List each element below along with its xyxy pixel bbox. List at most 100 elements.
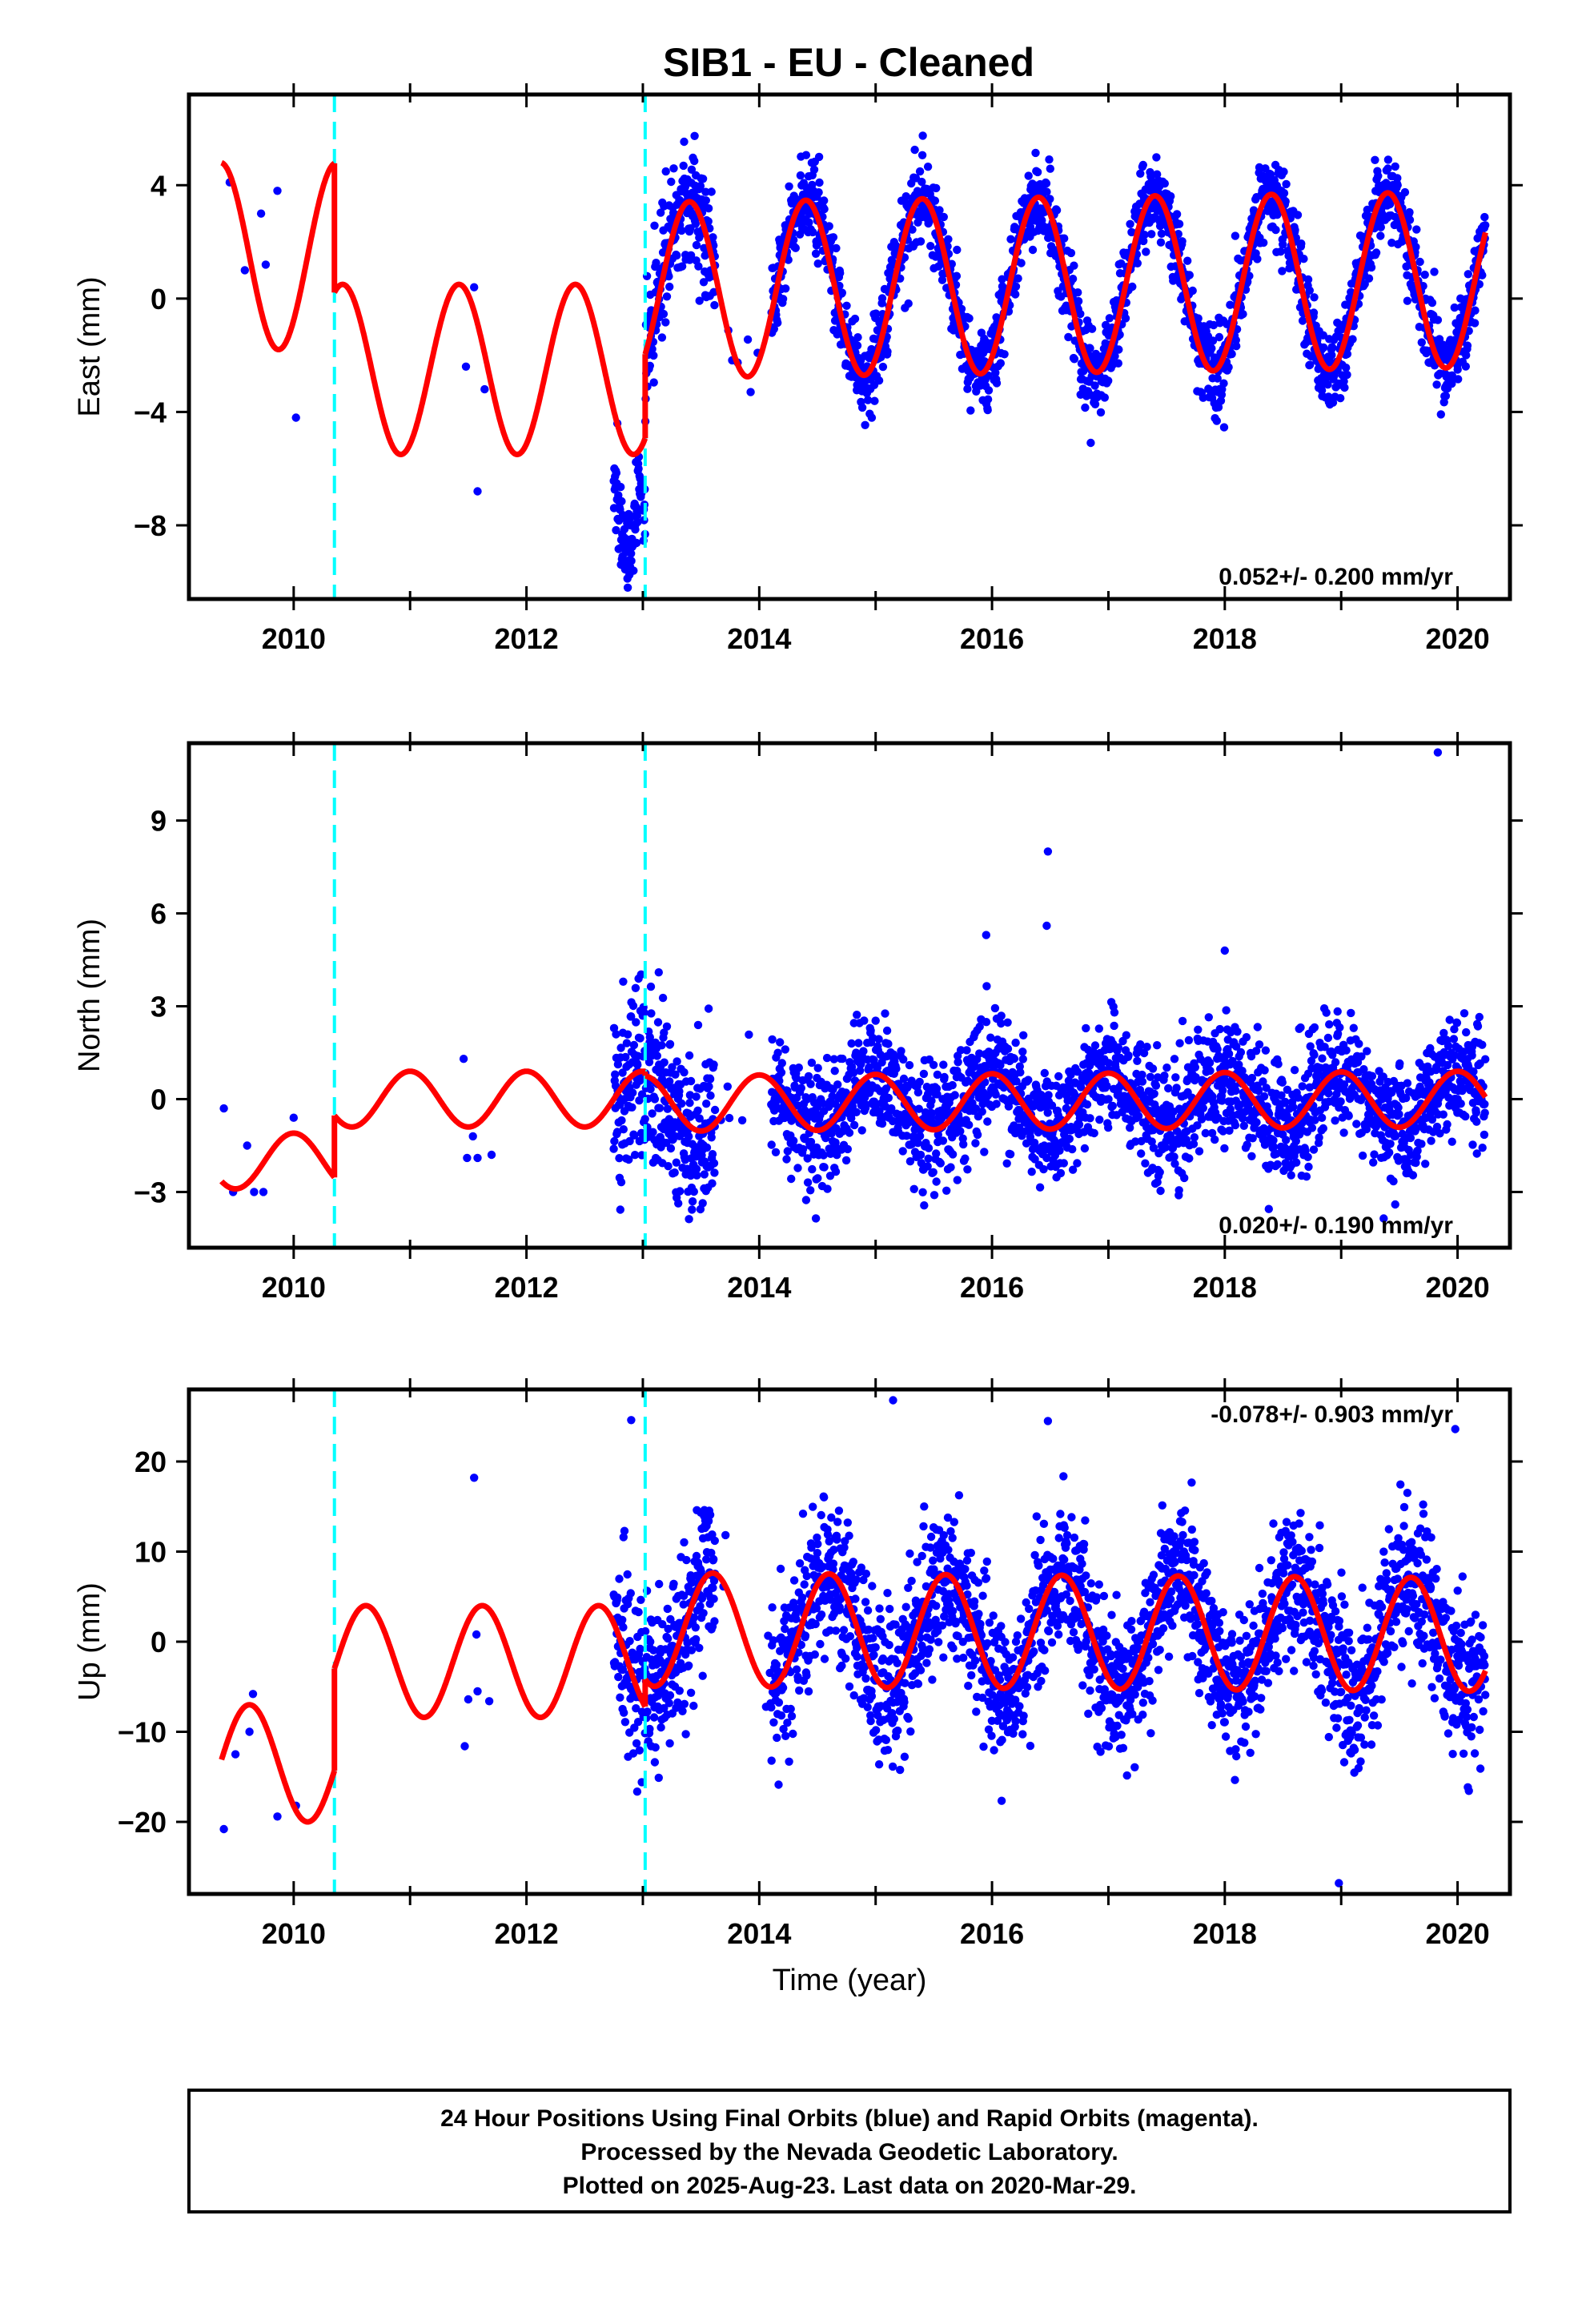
data-point	[1157, 229, 1166, 238]
data-point	[884, 1039, 893, 1048]
y-tick-label: 3	[151, 991, 167, 1023]
data-point	[1024, 1076, 1033, 1084]
data-point	[1139, 236, 1148, 246]
data-point	[1452, 1019, 1462, 1027]
data-point	[1016, 1068, 1025, 1077]
data-point	[1138, 160, 1148, 170]
data-point	[929, 1060, 938, 1070]
data-point	[1149, 1144, 1158, 1152]
data-point	[1461, 1112, 1470, 1121]
data-point	[1122, 1031, 1131, 1039]
data-point	[1480, 1108, 1489, 1117]
data-point	[1066, 248, 1076, 258]
data-point	[670, 1168, 679, 1177]
data-point	[1340, 383, 1349, 392]
data-point	[647, 1009, 656, 1018]
data-point	[1393, 174, 1402, 183]
data-point	[634, 1607, 643, 1617]
data-point	[1175, 1039, 1184, 1047]
data-point	[289, 1113, 298, 1122]
data-point	[1460, 1009, 1469, 1018]
data-point	[698, 1199, 707, 1208]
data-point	[789, 1136, 798, 1145]
data-point	[1475, 1012, 1484, 1022]
data-point	[1040, 1068, 1050, 1078]
data-point	[219, 1104, 228, 1113]
data-point	[634, 464, 643, 473]
data-point	[480, 384, 489, 394]
data-point	[1408, 1171, 1418, 1180]
data-point	[1110, 1008, 1119, 1017]
data-point	[1147, 230, 1156, 239]
data-point	[1188, 286, 1197, 296]
x-tick-label: 2016	[960, 622, 1024, 655]
x-tick-label: 2014	[727, 1271, 791, 1304]
data-point	[1031, 148, 1040, 158]
data-point	[867, 413, 877, 422]
data-point	[1411, 243, 1420, 251]
data-point	[1110, 352, 1119, 360]
rate-label: 0.020+/- 0.190 mm/yr	[1219, 1212, 1453, 1239]
data-point	[704, 1004, 713, 1013]
data-point	[1178, 237, 1186, 246]
data-point	[1094, 1024, 1104, 1033]
data-point	[629, 566, 638, 575]
data-point	[853, 341, 862, 350]
data-point	[857, 403, 867, 412]
data-point	[1255, 1040, 1264, 1049]
data-point	[660, 1028, 669, 1037]
data-point	[1180, 1173, 1189, 1183]
data-point	[1374, 171, 1383, 180]
data-point	[1462, 351, 1471, 360]
data-point	[702, 1143, 712, 1152]
data-point	[965, 1120, 974, 1129]
data-point	[1219, 423, 1229, 432]
data-point	[1082, 1100, 1092, 1109]
data-point	[291, 413, 300, 422]
data-point	[1335, 1023, 1344, 1032]
data-point	[883, 347, 892, 356]
data-point	[1105, 314, 1114, 323]
data-point	[1015, 1062, 1025, 1071]
data-point	[1194, 1025, 1203, 1035]
data-point	[814, 152, 824, 162]
data-point	[615, 1154, 624, 1163]
data-point	[613, 1059, 623, 1069]
data-point	[636, 1034, 644, 1043]
data-point	[984, 386, 994, 395]
data-point	[1443, 1120, 1452, 1129]
data-point	[982, 982, 991, 991]
data-point	[1247, 1152, 1256, 1161]
data-point	[1014, 274, 1022, 283]
data-point	[918, 1188, 927, 1197]
data-point	[882, 1026, 892, 1035]
data-point	[1441, 392, 1451, 400]
x-tick-label: 2012	[495, 622, 559, 655]
data-point	[640, 1115, 649, 1124]
data-point	[635, 1746, 644, 1755]
data-point	[1070, 261, 1078, 270]
x-tick-label: 2012	[495, 1271, 559, 1304]
data-point	[1360, 279, 1369, 288]
data-point	[1261, 1046, 1271, 1055]
data-point	[618, 1615, 627, 1625]
data-point	[1030, 1155, 1039, 1164]
data-point	[612, 525, 620, 535]
data-point	[693, 1171, 701, 1180]
data-point	[687, 165, 697, 174]
data-point	[959, 1140, 968, 1149]
data-point	[973, 1130, 982, 1140]
data-point	[1134, 1112, 1143, 1120]
data-point	[1066, 1070, 1075, 1080]
data-point	[868, 345, 877, 355]
data-point	[915, 167, 925, 176]
data-point	[874, 1035, 883, 1043]
y-tick-label: 0	[151, 1083, 167, 1116]
data-point	[1074, 296, 1083, 306]
data-point	[957, 304, 966, 313]
data-point	[1104, 1059, 1114, 1068]
data-point	[837, 288, 847, 297]
data-point	[620, 1708, 628, 1717]
data-point	[965, 314, 974, 323]
data-point	[930, 1191, 939, 1200]
